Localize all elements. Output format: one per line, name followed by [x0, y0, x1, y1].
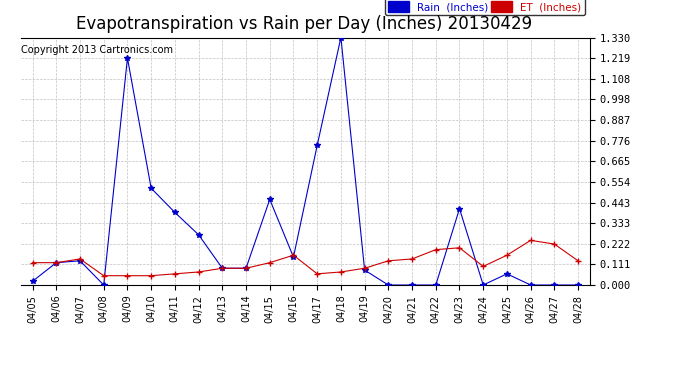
Text: Copyright 2013 Cartronics.com: Copyright 2013 Cartronics.com — [21, 45, 172, 55]
Legend: Rain  (Inches), ET  (Inches): Rain (Inches), ET (Inches) — [384, 0, 584, 15]
Text: Evapotranspiration vs Rain per Day (Inches) 20130429: Evapotranspiration vs Rain per Day (Inch… — [75, 15, 532, 33]
